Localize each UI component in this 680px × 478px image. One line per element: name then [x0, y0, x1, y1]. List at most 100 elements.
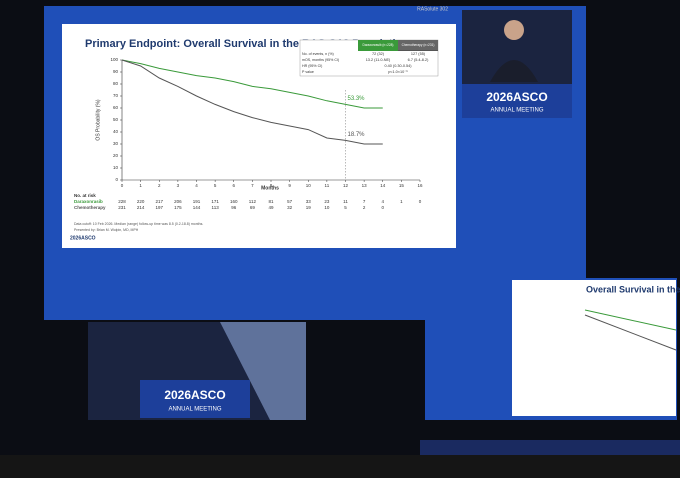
risk-value: 19 [306, 205, 312, 210]
y-axis-label: OS Probability (%) [95, 99, 101, 140]
stats-cell: 127 (55) [411, 52, 426, 56]
risk-value: 1 [400, 199, 403, 204]
risk-value: 4 [381, 199, 384, 204]
risk-value: 206 [174, 199, 182, 204]
x-tick-label: 1 [139, 183, 142, 188]
speaker-head [504, 20, 524, 40]
risk-value: 11 [343, 199, 348, 204]
y-tick-label: 10 [113, 165, 119, 170]
logo-main: 2026ASCO [164, 388, 225, 402]
risk-value: 217 [155, 199, 163, 204]
x-tick-label: 9 [288, 183, 291, 188]
risk-value: 81 [268, 199, 274, 204]
y-tick-label: 0 [115, 177, 118, 182]
risk-value: 144 [193, 205, 201, 210]
y-tick-label: 90 [113, 69, 119, 74]
risk-value: 23 [324, 199, 330, 204]
second-curve [584, 309, 677, 331]
x-tick-label: 2 [158, 183, 161, 188]
risk-row-name: Daraxonrasib [74, 199, 103, 204]
risk-value: 171 [211, 199, 219, 204]
x-tick-label: 10 [306, 183, 312, 188]
x-tick-label: 15 [399, 183, 405, 188]
stats-cell: 6.7 (5.4-8.2) [408, 58, 429, 62]
risk-value: 228 [118, 199, 126, 204]
risk-value: 191 [193, 199, 201, 204]
logo-sub: ANNUAL MEETING [490, 108, 543, 114]
risk-value: 49 [268, 205, 274, 210]
risk-value: 112 [249, 199, 257, 204]
stats-cell: 13.2 (11.0-NE) [366, 58, 391, 62]
x-tick-label: 12 [343, 183, 349, 188]
stats-header-bg [358, 40, 398, 50]
stats-cell: 0.40 (0.30-0.54) [384, 64, 412, 68]
risk-value: 57 [287, 199, 293, 204]
stats-cell: 72 (32) [372, 52, 385, 56]
logo-box [140, 380, 250, 418]
x-tick-label: 4 [195, 183, 198, 188]
stats-cell: p<1.0×10⁻⁶ [388, 70, 408, 74]
x-tick-label: 3 [177, 183, 180, 188]
y-tick-label: 30 [113, 141, 119, 146]
x-tick-label: 13 [362, 183, 368, 188]
survival-curve [121, 59, 383, 109]
y-tick-label: 80 [113, 81, 119, 86]
y-tick-label: 50 [113, 117, 119, 122]
y-tick-label: 100 [110, 57, 118, 62]
second-curve [584, 314, 677, 351]
risk-value: 32 [287, 205, 293, 210]
risk-value: 197 [155, 205, 163, 210]
risk-row-name: Chemotherapy [74, 205, 106, 210]
audience [0, 455, 680, 478]
risk-value: 96 [231, 205, 237, 210]
risk-value: 33 [306, 199, 312, 204]
risk-value: 160 [230, 199, 238, 204]
risk-value: 2 [363, 205, 366, 210]
risk-value: 214 [137, 205, 145, 210]
logo-box [462, 84, 572, 118]
x-tick-label: 14 [380, 183, 386, 188]
footnote: Data cutoff: 10 Feb 2026. Median (range)… [74, 222, 203, 226]
stats-header: Chemotherapy (n=231) [402, 43, 435, 47]
stats-header-bg [398, 40, 438, 50]
slide-logo: 2026ASCO [70, 235, 96, 241]
y-tick-label: 20 [113, 153, 119, 158]
stats-label: HR (95% CI) [302, 64, 322, 68]
stats-label: No. of events, n (%) [302, 52, 334, 56]
risk-value: 69 [250, 205, 256, 210]
x-tick-label: 7 [251, 183, 254, 188]
x-tick-label: 11 [325, 183, 330, 188]
x-tick-label: 16 [417, 183, 423, 188]
risk-value: 7 [363, 199, 366, 204]
logo-sub: ANNUAL MEETING [168, 407, 221, 413]
stats-label: P value [302, 70, 314, 74]
y-tick-label: 40 [113, 129, 119, 134]
y-tick-label: 60 [113, 105, 119, 110]
annotation: 53.3% [348, 96, 366, 102]
trial-name: RASolute 302 [417, 6, 448, 12]
risk-value: 175 [174, 205, 182, 210]
stats-header: Daraxonrasib (n=228) [363, 43, 394, 47]
risk-value: 5 [344, 205, 347, 210]
x-tick-label: 8 [270, 183, 273, 188]
second-title: Overall Survival in the [586, 284, 680, 294]
risk-value: 10 [324, 205, 330, 210]
risk-value: 0 [419, 199, 422, 204]
x-tick-label: 6 [232, 183, 235, 188]
annotation: 18.7% [348, 132, 366, 138]
speaker-body [490, 60, 538, 82]
risk-value: 231 [118, 205, 126, 210]
risk-value: 220 [137, 199, 145, 204]
legend-swatch [398, 50, 438, 51]
risk-value: 113 [212, 205, 220, 210]
presenter: Presented by: Brian M. Wolpin, MD, MPH [74, 228, 139, 232]
survival-curve [121, 59, 383, 145]
logo-main: 2026ASCO [486, 90, 547, 104]
x-axis-label: Months [261, 185, 279, 191]
stats-label: mOS, months (95% CI) [302, 58, 339, 62]
second-slide [512, 280, 676, 416]
x-tick-label: 5 [214, 183, 217, 188]
risk-title: No. at risk [74, 193, 96, 198]
